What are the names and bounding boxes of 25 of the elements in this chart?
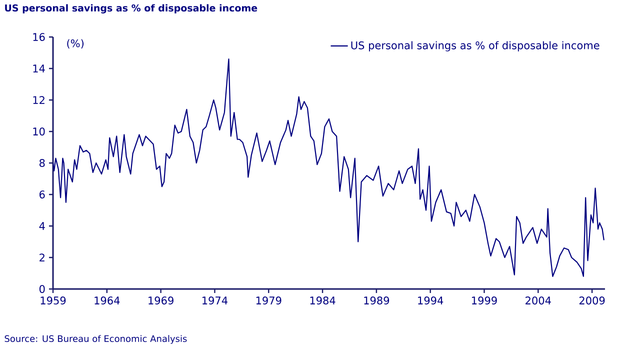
y-tick-label: 12 bbox=[33, 96, 44, 104]
x-tick-label: 2009 bbox=[579, 296, 605, 304]
x-tick-label: 1959 bbox=[40, 296, 66, 304]
y-axis-title: (%) bbox=[67, 39, 84, 49]
x-tick-label: 1984 bbox=[310, 296, 336, 304]
y-tick-label: 2 bbox=[40, 254, 44, 262]
y-tick-label: 0 bbox=[39, 285, 45, 293]
line-series bbox=[53, 58, 604, 277]
x-tick-label: 1974 bbox=[202, 296, 228, 304]
legend-label: US personal savings as % of disposable income bbox=[351, 41, 600, 52]
source-note: Source: US Bureau of Economic Analysis bbox=[4, 335, 187, 344]
x-tick-label: 1989 bbox=[364, 296, 390, 304]
y-tick-label: 16 bbox=[33, 33, 45, 41]
y-tick-label: 14 bbox=[33, 64, 45, 72]
chart-title: US personal savings as % of disposable income bbox=[5, 4, 258, 14]
x-tick-label: 1999 bbox=[472, 296, 497, 304]
y-tick-label: 10 bbox=[33, 128, 45, 136]
y-tick-label: 4 bbox=[39, 222, 45, 230]
y-tick-label: 8 bbox=[40, 159, 45, 167]
x-tick-label: 1964 bbox=[94, 296, 120, 304]
x-tick-label: 2004 bbox=[526, 296, 551, 304]
x-tick-label: 1969 bbox=[148, 296, 174, 304]
x-tick-label: 1979 bbox=[256, 296, 282, 304]
x-tick-label: 1994 bbox=[418, 296, 444, 304]
y-tick-label: 6 bbox=[40, 190, 45, 198]
